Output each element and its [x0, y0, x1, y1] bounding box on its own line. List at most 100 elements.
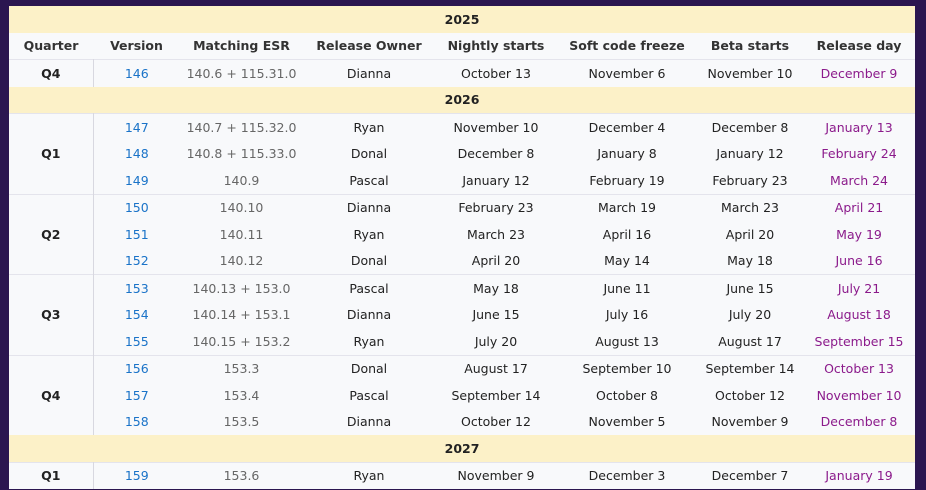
nightly-start: May 18 [435, 274, 557, 302]
soft-freeze: March 19 [557, 193, 697, 221]
soft-freeze: June 11 [557, 274, 697, 302]
beta-start: December 7 [697, 461, 803, 489]
beta-start: November 9 [711, 414, 789, 430]
release-day: November 10 [816, 387, 902, 403]
quarter: Q2 [9, 193, 94, 275]
year-row: 2026 [9, 86, 916, 114]
beta-start: July 20 [728, 307, 772, 323]
version[interactable]: 147 [93, 113, 180, 141]
nightly-start: February 23 [435, 193, 557, 221]
release-row: 152 140.12 Donal April 20 May 14 May 18 June 1… [9, 248, 915, 275]
version[interactable]: 154 [124, 307, 149, 323]
release-owner: Dianna [303, 59, 435, 87]
release-row: Q4 146 140.6 + 115.31.0 Dianna October 13 Nov… [9, 59, 916, 87]
column-header: Release day [803, 32, 916, 60]
quarter: Q1 [9, 113, 94, 194]
nightly-start: March 23 [467, 226, 525, 242]
version[interactable]: 155 [124, 333, 149, 349]
release-row: Q1 147 140.7 + 115.32.0 Ryan November 10 Dece… [9, 113, 916, 194]
column-header: Version [93, 32, 180, 60]
version[interactable]: 157 [124, 387, 149, 403]
column-header: Matching ESR [180, 32, 303, 60]
nightly-start: October 13 [435, 59, 557, 87]
year: 2025 [9, 6, 916, 33]
soft-freeze: August 13 [595, 333, 659, 349]
matching-esr: 140.12 [219, 253, 264, 269]
beta-start: January 12 [716, 146, 784, 162]
release-row: 158 153.5 Dianna October 12 November 5 Novemb… [9, 409, 915, 436]
release-day: October 13 [803, 354, 916, 382]
release-row: Q4 156 153.3 Donal August 17 September 10 Sept… [9, 354, 916, 435]
release-day: March 24 [830, 172, 889, 188]
quarter: Q3 [9, 274, 94, 355]
release-owner: Dianna [303, 193, 435, 221]
beta-start: September 14 [697, 354, 803, 382]
year: 2026 [9, 86, 916, 114]
soft-freeze: September 10 [557, 354, 697, 382]
nightly-start: October 12 [461, 414, 531, 430]
soft-freeze: May 14 [604, 253, 650, 269]
table-body: 2025 Quarter Version Matching ESR Release Ow… [9, 6, 916, 489]
nightly-start: September 14 [451, 387, 541, 403]
release-day: June 16 [835, 253, 883, 269]
schedule-panel: 2025 Quarter Version Matching ESR Release Ow… [9, 6, 916, 489]
beta-start: August 17 [718, 333, 782, 349]
nightly-start: August 17 [435, 354, 557, 382]
release-day: February 24 [821, 146, 897, 162]
quarter: Q4 [9, 59, 94, 87]
column-header: Nightly starts [435, 32, 557, 60]
matching-esr: 140.14 + 153.1 [192, 307, 291, 323]
matching-esr: 153.4 [223, 387, 260, 403]
nightly-start: December 8 [457, 146, 535, 162]
header-row: Quarter Version Matching ESR Release Owner N… [9, 32, 916, 60]
version[interactable]: 151 [124, 226, 149, 242]
release-owner: Ryan [303, 461, 435, 489]
quarter: Q1 [9, 461, 94, 489]
release-owner: Dianna [346, 307, 392, 323]
soft-freeze: December 4 [557, 113, 697, 141]
version[interactable]: 146 [93, 59, 180, 87]
release-day: August 18 [827, 307, 891, 323]
soft-freeze: November 6 [557, 59, 697, 87]
soft-freeze: April 16 [602, 226, 652, 242]
release-table: 2025 Quarter Version Matching ESR Release Ow… [9, 6, 916, 489]
release-owner: Pascal [303, 274, 435, 302]
nightly-start: January 12 [462, 172, 530, 188]
matching-esr: 140.7 + 115.32.0 [180, 113, 303, 141]
column-header: Soft code freeze [557, 32, 697, 60]
matching-esr: 153.5 [223, 414, 260, 430]
release-row: 151 140.11 Ryan March 23 April 16 April 20 May… [9, 221, 915, 248]
version[interactable]: 158 [124, 414, 149, 430]
release-row: 155 140.15 + 153.2 Ryan July 20 August 13 Aug… [9, 328, 915, 355]
release-day: January 13 [803, 113, 916, 141]
release-row: Q1 159 153.6 Ryan November 9 December 3 Decemb… [9, 461, 916, 489]
version[interactable]: 159 [93, 461, 180, 489]
year-row: 2025 [9, 6, 916, 33]
release-row: 154 140.14 + 153.1 Dianna June 15 July 16 Jul… [9, 302, 915, 329]
version[interactable]: 149 [124, 172, 149, 188]
matching-esr: 140.6 + 115.31.0 [180, 59, 303, 87]
nightly-start: April 20 [471, 253, 521, 269]
release-owner: Donal [350, 253, 388, 269]
nightly-start: June 15 [472, 307, 520, 323]
release-owner: Ryan [303, 113, 435, 141]
release-row: Q2 150 140.10 Dianna February 23 March 19 Marc… [9, 193, 916, 275]
soft-freeze: February 19 [589, 172, 665, 188]
column-header: Release Owner [303, 32, 435, 60]
release-row: Q3 153 140.13 + 153.0 Pascal May 18 June 11 Ju… [9, 274, 916, 355]
matching-esr: 140.11 [219, 226, 264, 242]
quarter: Q4 [9, 354, 94, 435]
version[interactable]: 150 [93, 193, 180, 221]
release-day: September 15 [814, 333, 904, 349]
version[interactable]: 152 [124, 253, 149, 269]
release-owner: Pascal [349, 387, 389, 403]
beta-start: December 8 [697, 113, 803, 141]
matching-esr: 140.9 [223, 172, 260, 188]
soft-freeze: July 16 [605, 307, 649, 323]
version[interactable]: 148 [124, 146, 149, 162]
soft-freeze: November 5 [588, 414, 666, 430]
version[interactable]: 153 [93, 274, 180, 302]
beta-start: November 10 [697, 59, 803, 87]
version[interactable]: 156 [93, 354, 180, 382]
